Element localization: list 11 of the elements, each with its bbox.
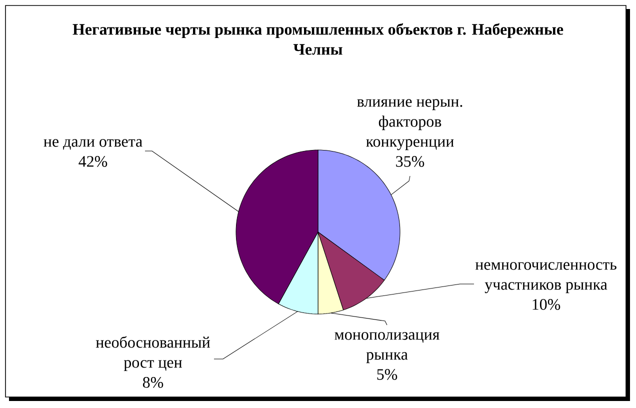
slice-label: монополизация рынка bbox=[334, 332, 440, 364]
slice-label: необоснованный рост цен bbox=[96, 336, 210, 372]
data-label: 35% bbox=[396, 156, 424, 167]
chart-title: Негативные черты рынка промышленных объектов г. Набережные Челны bbox=[72, 23, 564, 55]
slice-label: немногочисленность участников рынка bbox=[475, 262, 616, 294]
slice-label: не дали ответа bbox=[44, 139, 142, 150]
data-label: 8% bbox=[142, 376, 164, 388]
data-label: 42% bbox=[78, 156, 108, 167]
data-label: 10% bbox=[532, 299, 560, 310]
slice-label: влияние нерын. факторов конкуренции bbox=[357, 99, 462, 150]
data-label: 5% bbox=[377, 369, 398, 380]
